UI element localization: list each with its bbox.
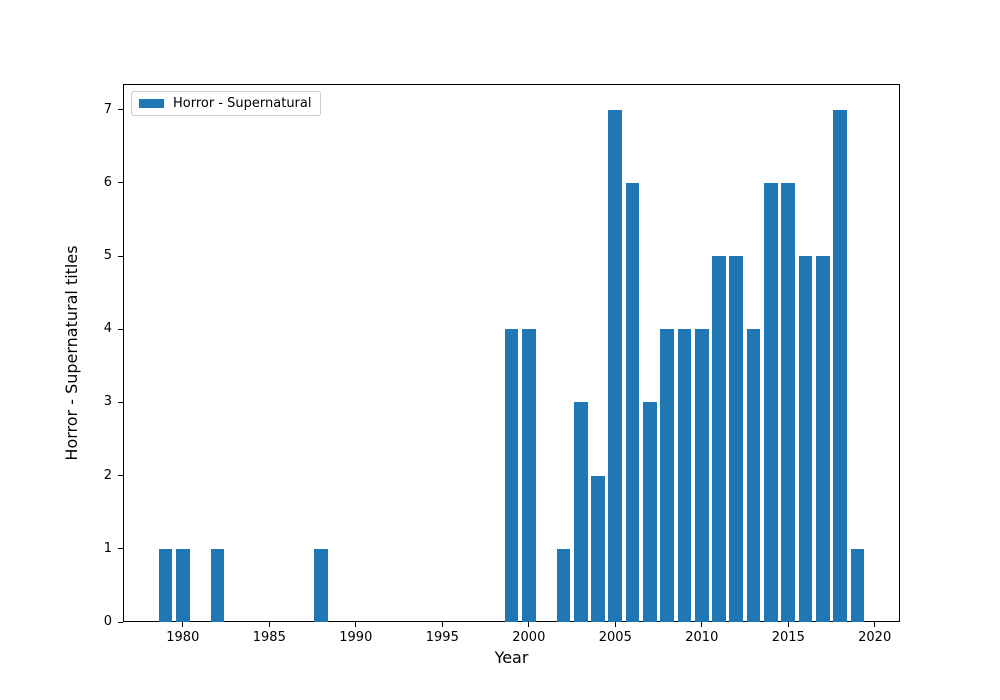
- x-tick-2005: [614, 622, 616, 627]
- x-tick-2020: [874, 622, 876, 627]
- y-tick-5: [118, 255, 123, 257]
- x-tick-label-2010: 2010: [685, 630, 719, 645]
- x-tick-2015: [787, 622, 789, 627]
- bar-2012: [729, 256, 744, 622]
- bar-1999: [504, 329, 519, 622]
- x-tick-label-1990: 1990: [339, 630, 373, 645]
- bar-2006: [625, 182, 640, 622]
- bar-1982: [210, 548, 225, 622]
- bar-2004: [591, 475, 605, 622]
- y-tick-7: [118, 109, 123, 111]
- bar-2011: [712, 256, 726, 622]
- x-tick-label-2005: 2005: [598, 630, 632, 645]
- y-tick-0: [118, 621, 123, 623]
- bar-2000: [521, 329, 536, 622]
- y-tick-3: [118, 401, 123, 403]
- y-axis-label: Horror - Supernatural titles: [62, 245, 81, 461]
- x-tick-1980: [182, 622, 184, 627]
- y-tick-1: [118, 548, 123, 550]
- legend-swatch: [139, 99, 164, 108]
- y-tick-label-3: 3: [103, 394, 112, 410]
- bar-2009: [677, 329, 692, 622]
- bar-2015: [781, 182, 796, 622]
- bar-2016: [798, 256, 813, 622]
- x-tick-1995: [441, 622, 443, 627]
- y-tick-label-0: 0: [103, 614, 112, 629]
- bar-2007: [643, 402, 657, 622]
- y-tick-label-4: 4: [103, 321, 112, 337]
- x-tick-label-2015: 2015: [771, 630, 805, 645]
- legend: Horror - Supernatural: [131, 91, 322, 116]
- x-tick-1990: [355, 622, 357, 627]
- x-tick-label-1995: 1995: [425, 630, 459, 645]
- x-tick-label-2020: 2020: [858, 630, 892, 645]
- bar-1988: [314, 548, 329, 622]
- bar-2018: [833, 109, 847, 622]
- bar-1980: [175, 548, 190, 622]
- x-tick-label-1985: 1985: [252, 630, 286, 645]
- x-tick-label-1980: 1980: [166, 630, 200, 645]
- bar-2002: [556, 548, 571, 622]
- legend-label: Horror - Supernatural: [173, 96, 312, 111]
- x-tick-1985: [268, 622, 270, 627]
- y-tick-label-6: 6: [103, 174, 112, 190]
- bar-2014: [764, 182, 778, 622]
- bar-2010: [694, 329, 709, 622]
- bar-2017: [815, 256, 830, 622]
- bar-2008: [660, 329, 675, 622]
- y-tick-label-5: 5: [103, 248, 112, 263]
- bar-2005: [608, 109, 623, 622]
- x-tick-label-2000: 2000: [512, 630, 546, 645]
- bar-1979: [158, 548, 173, 622]
- bar-2019: [850, 548, 865, 622]
- x-axis-label: Year: [494, 648, 529, 667]
- y-tick-4: [118, 328, 123, 330]
- bar-2003: [573, 402, 588, 622]
- y-tick-label-7: 7: [103, 101, 112, 117]
- x-tick-2000: [528, 622, 530, 627]
- y-tick-label-2: 2: [103, 467, 112, 483]
- bar-2013: [746, 329, 761, 622]
- y-tick-label-1: 1: [103, 540, 112, 556]
- y-tick-2: [118, 475, 123, 477]
- y-tick-6: [118, 182, 123, 184]
- x-tick-2010: [701, 622, 703, 627]
